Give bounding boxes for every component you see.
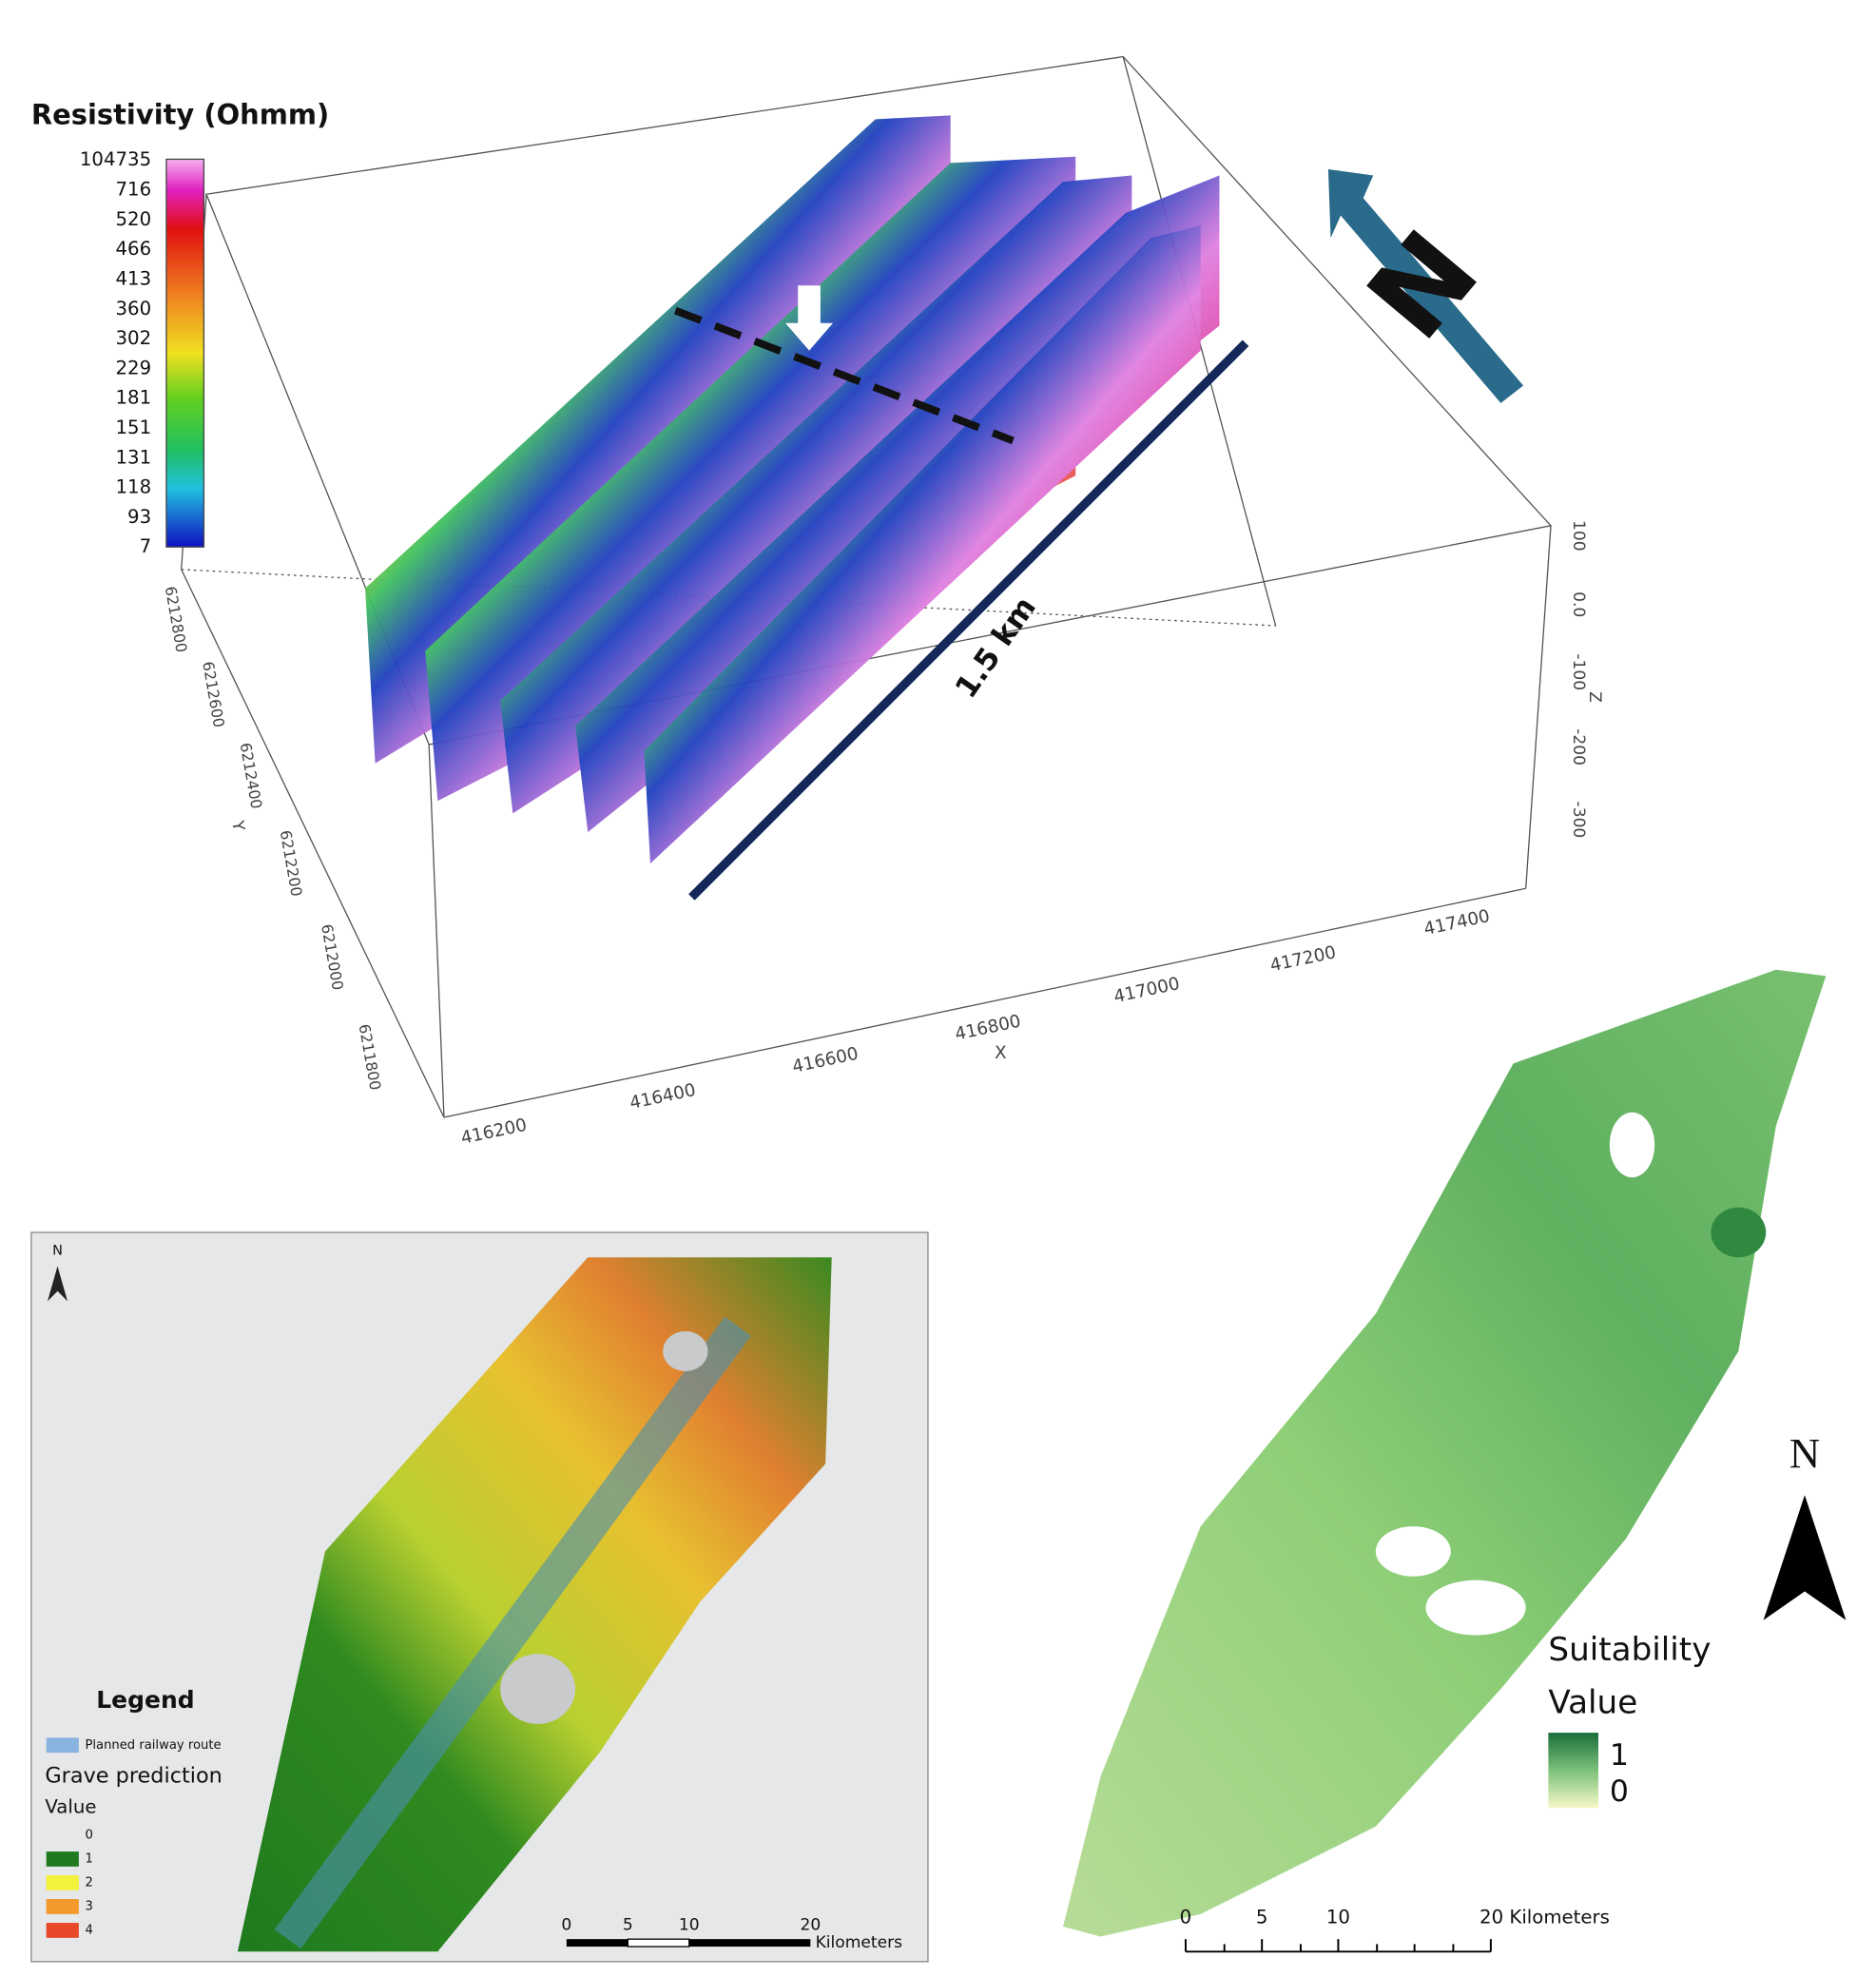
- z-tick-label: 100: [1569, 520, 1588, 552]
- scale-tick-label: 20 Kilometers: [1480, 1906, 1610, 1928]
- page: Resistivity (Ohmm)1047357165204664133603…: [0, 0, 1876, 1977]
- lake: [1610, 1113, 1654, 1177]
- north-arrow: [1764, 1495, 1847, 1620]
- colorbar-label: 302: [116, 327, 152, 349]
- legend-title: Suitability: [1548, 1631, 1711, 1669]
- colorbar-label: 7: [140, 535, 152, 557]
- z-tick-label: -200: [1569, 728, 1588, 766]
- suitability-colorbar: [1548, 1733, 1598, 1808]
- colorbar-label: 131: [116, 446, 152, 468]
- colorbar-label: 104735: [80, 148, 151, 170]
- y-tick-label: 6212200: [277, 829, 306, 898]
- scale-tick-label: 20: [800, 1916, 821, 1935]
- scale-bar: [1186, 1939, 1491, 1951]
- scale-tick-label: 5: [1256, 1906, 1268, 1928]
- legend-swatch: [47, 1851, 79, 1867]
- colorbar-label: 360: [116, 298, 152, 320]
- z-axis-label: Z: [1585, 691, 1604, 703]
- legend-swatch: [47, 1899, 79, 1914]
- colorbar-label: 413: [116, 267, 152, 289]
- lake: [663, 1331, 707, 1371]
- x-tick-label: 416800: [953, 1012, 1022, 1045]
- resistivity-slices: [365, 115, 1219, 863]
- legend-route: Planned railway route: [85, 1738, 221, 1753]
- colorbar: [166, 159, 203, 547]
- x-tick-label: 416400: [628, 1080, 697, 1114]
- legend-class-label: 0: [85, 1828, 92, 1842]
- x-tick-label: 416200: [459, 1115, 529, 1149]
- z-tick-label: -300: [1569, 802, 1588, 839]
- x-tick-label: 417400: [1422, 906, 1492, 940]
- x-tick-label: 417000: [1112, 974, 1182, 1007]
- lake: [1425, 1580, 1525, 1636]
- lake: [1376, 1526, 1451, 1577]
- figure: Resistivity (Ohmm)1047357165204664133603…: [0, 0, 1876, 1977]
- y-tick-label: 6212000: [318, 922, 347, 991]
- y-tick-label: 6212800: [162, 585, 191, 653]
- colorbar-label: 151: [116, 417, 152, 438]
- legend-class-label: 3: [85, 1899, 92, 1913]
- colorbar-label: 118: [116, 476, 152, 498]
- x-axis-label: X: [995, 1043, 1007, 1063]
- colorbar-label: 181: [116, 387, 152, 409]
- legend-class-label: 1: [85, 1851, 92, 1866]
- y-tick-label: 6212400: [237, 741, 266, 809]
- north-label: N: [1789, 1429, 1820, 1477]
- x-tick-label: 417200: [1268, 942, 1338, 976]
- y-tick-label: 6211800: [356, 1022, 385, 1091]
- x-tick-label: 416600: [790, 1044, 860, 1077]
- legend-title: Value: [1548, 1683, 1637, 1721]
- colorbar-label: 716: [116, 179, 152, 201]
- scale-tick-label: 5: [623, 1916, 633, 1935]
- patch: [1711, 1208, 1766, 1258]
- legend-class-label: 4: [85, 1923, 92, 1937]
- route-swatch: [47, 1737, 79, 1753]
- legend-layer: Grave prediction: [45, 1764, 222, 1789]
- lake: [500, 1654, 575, 1724]
- legend-high: 1: [1610, 1738, 1629, 1773]
- y-axis-label: Y: [227, 819, 248, 833]
- colorbar-label: 93: [127, 506, 151, 528]
- scale-tick-label: 10: [1326, 1906, 1350, 1928]
- colorbar-title: Resistivity (Ohmm): [31, 99, 329, 131]
- legend-value-title: Value: [45, 1796, 96, 1818]
- colorbar-label: 520: [116, 208, 152, 230]
- y-tick-label: 6212600: [199, 660, 228, 728]
- legend-class-label: 2: [85, 1875, 92, 1890]
- scale-tick-label: 0: [561, 1916, 571, 1935]
- scale-tick-label: 10: [679, 1916, 700, 1935]
- suitability-map-area: [1063, 970, 1826, 1937]
- colorbar-label: 229: [116, 357, 152, 378]
- legend-title: Legend: [96, 1686, 194, 1714]
- scale-bar: [567, 1939, 810, 1947]
- scale-unit: Kilometers: [816, 1933, 903, 1952]
- north-label: N: [52, 1244, 63, 1259]
- legend-swatch: [47, 1875, 79, 1890]
- z-tick-label: 0.0: [1569, 591, 1588, 617]
- scale-tick-label: 0: [1180, 1906, 1192, 1928]
- z-tick-label: -100: [1569, 653, 1588, 690]
- legend-low: 0: [1610, 1774, 1629, 1809]
- colorbar-label: 466: [116, 238, 152, 260]
- scale-annotation: 1.5 km: [949, 591, 1043, 705]
- legend-swatch: [47, 1923, 79, 1938]
